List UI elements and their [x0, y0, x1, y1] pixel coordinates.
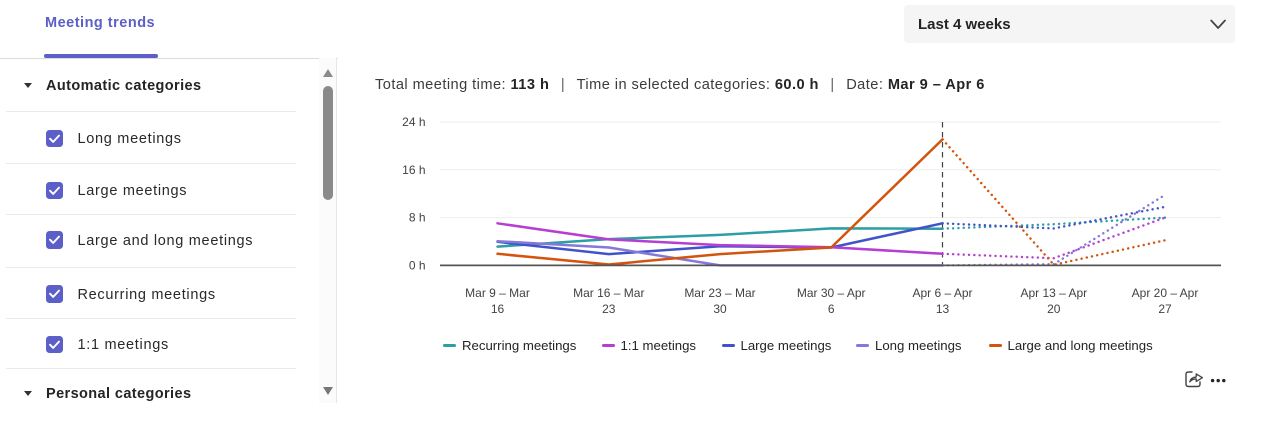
svg-text:27: 27	[1158, 302, 1172, 316]
svg-text:Mar 23 – Mar: Mar 23 – Mar	[684, 286, 755, 300]
svg-text:16 h: 16 h	[402, 163, 425, 177]
svg-text:24 h: 24 h	[402, 115, 425, 129]
svg-text:6: 6	[828, 302, 835, 316]
svg-text:0 h: 0 h	[409, 258, 426, 272]
svg-text:Apr 6 – Apr: Apr 6 – Apr	[912, 286, 972, 300]
svg-text:30: 30	[713, 302, 727, 316]
svg-text:Apr 13 – Apr: Apr 13 – Apr	[1020, 286, 1087, 300]
svg-text:Mar 16 – Mar: Mar 16 – Mar	[573, 286, 644, 300]
svg-text:16: 16	[491, 302, 505, 316]
svg-text:13: 13	[936, 302, 950, 316]
svg-text:23: 23	[602, 302, 616, 316]
svg-text:Mar 9 – Mar: Mar 9 – Mar	[465, 286, 530, 300]
svg-text:Apr 20 – Apr: Apr 20 – Apr	[1132, 286, 1199, 300]
svg-text:8 h: 8 h	[409, 211, 426, 225]
svg-text:20: 20	[1047, 302, 1061, 316]
svg-text:Mar 30 – Apr: Mar 30 – Apr	[797, 286, 866, 300]
